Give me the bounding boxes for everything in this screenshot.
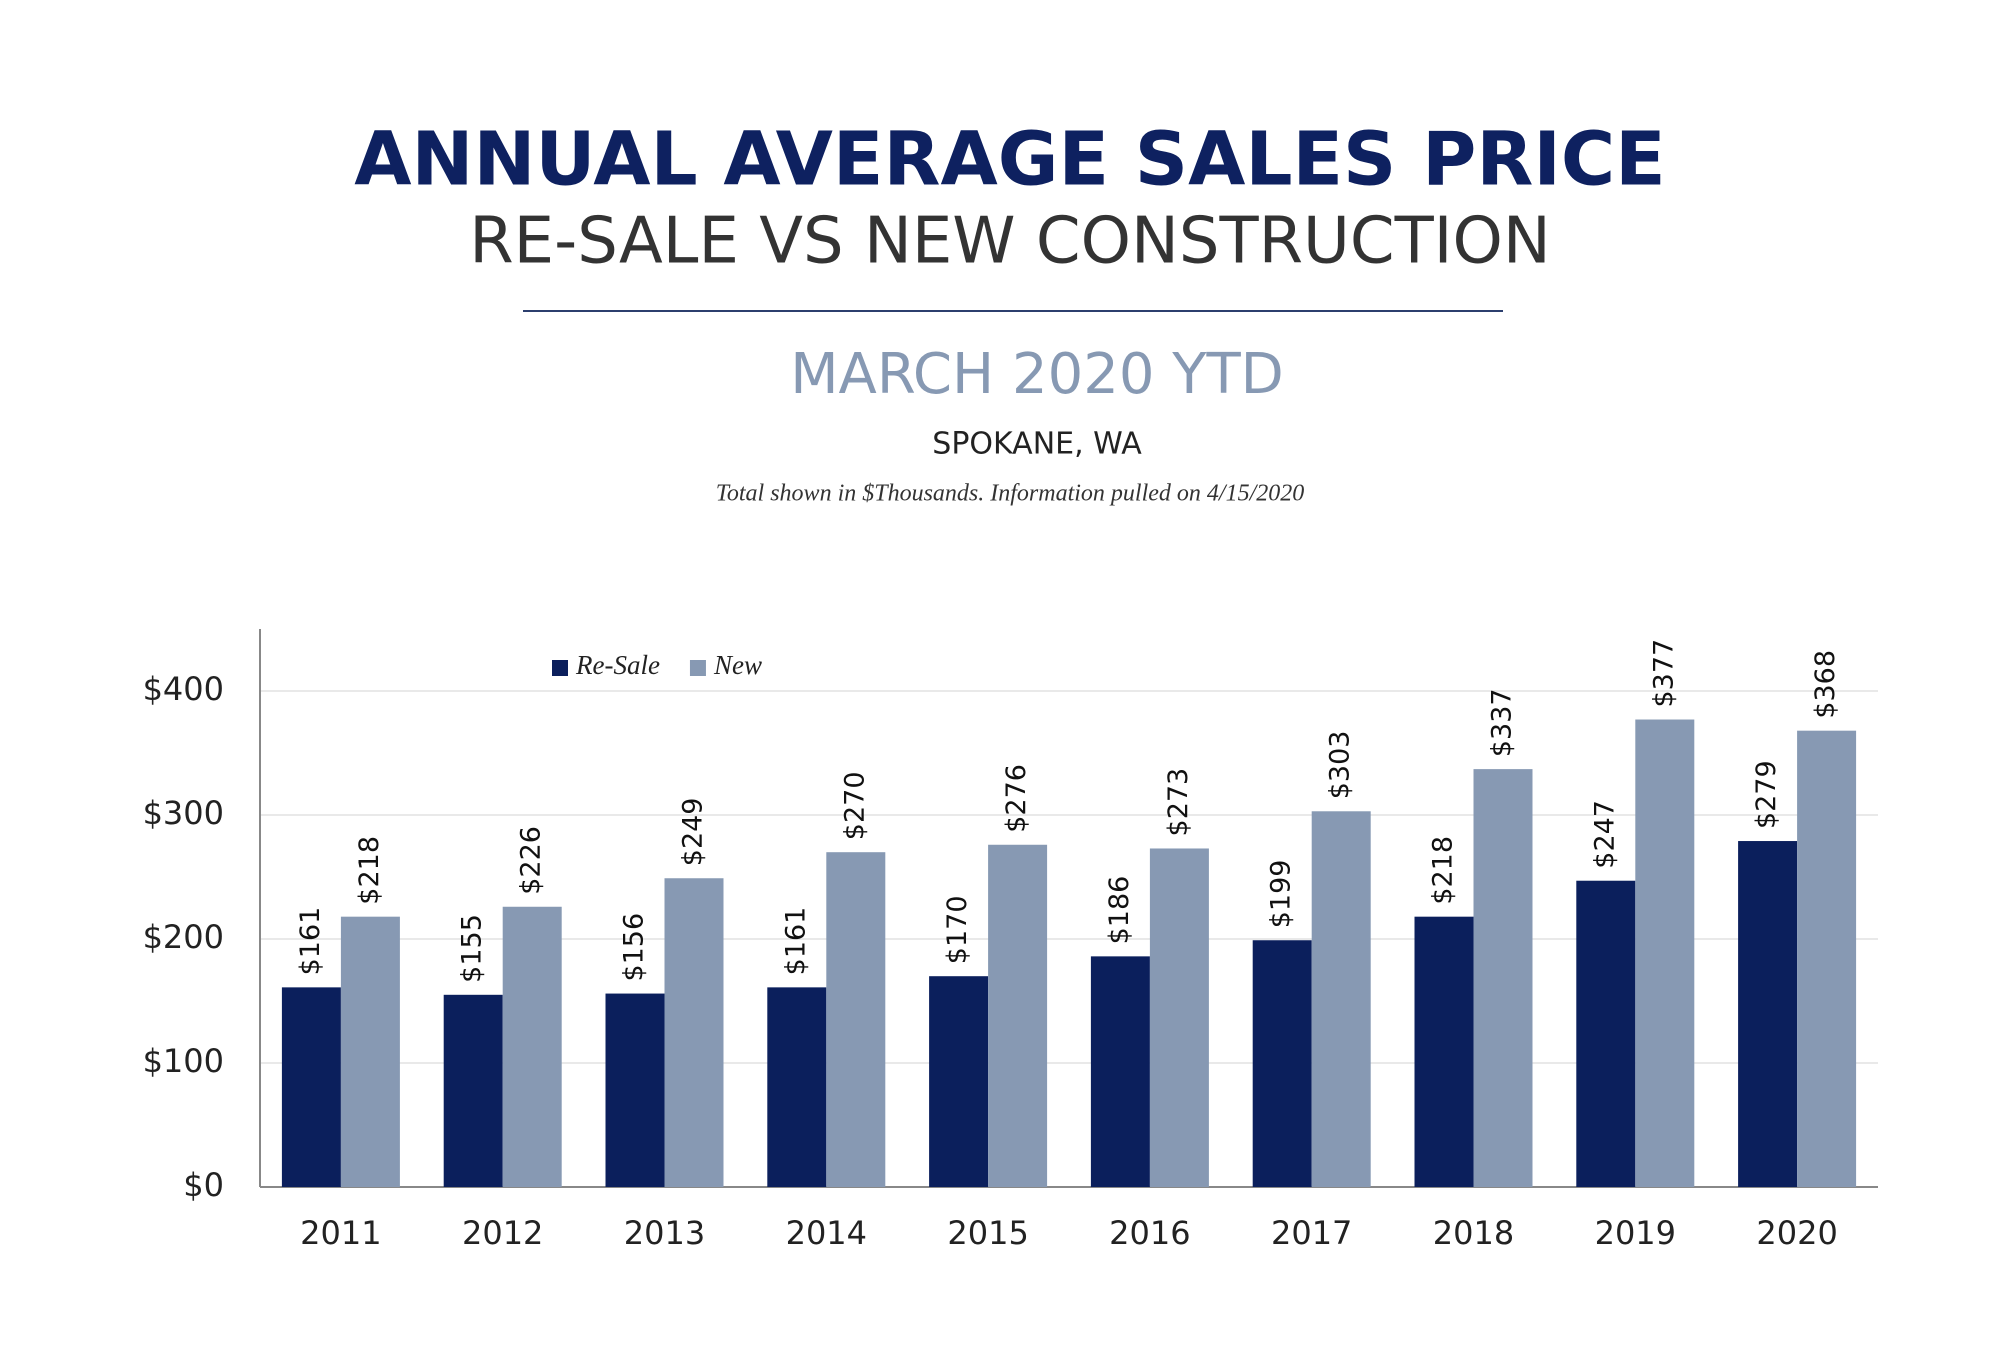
y-tick-label: $0 [183, 1166, 224, 1204]
chart-title: ANNUAL AVERAGE SALES PRICE [354, 117, 1665, 203]
value-label: $337 [1487, 688, 1518, 757]
bar [1797, 730, 1857, 1187]
legend-swatch [552, 660, 568, 676]
value-label: $186 [1104, 876, 1135, 945]
y-tick-label: $300 [143, 794, 224, 832]
legend-label: New [713, 650, 762, 680]
value-label: $273 [1163, 768, 1194, 837]
y-tick-label: $100 [143, 1042, 224, 1080]
bar [664, 878, 724, 1187]
value-label: $218 [1428, 836, 1459, 905]
value-label: $155 [457, 914, 488, 983]
bar [1635, 719, 1695, 1187]
value-label: $249 [678, 798, 709, 867]
value-label: $161 [780, 907, 811, 976]
note: Total shown in $Thousands. Information p… [716, 481, 1305, 507]
x-tick-label: 2020 [1756, 1214, 1837, 1252]
value-label: $279 [1751, 760, 1782, 829]
bar [1473, 769, 1533, 1187]
period: MARCH 2020 YTD [790, 342, 1284, 407]
value-label: $303 [1325, 731, 1356, 800]
value-label: $270 [839, 771, 870, 840]
value-label: $218 [354, 836, 385, 905]
bar [1090, 956, 1150, 1187]
x-tick-label: 2015 [947, 1214, 1028, 1252]
location: SPOKANE, WA [932, 427, 1142, 462]
value-label: $156 [619, 913, 650, 982]
legend-label: Re-Sale [575, 650, 660, 680]
bar [1414, 916, 1474, 1187]
bar [502, 906, 562, 1187]
value-label: $368 [1810, 650, 1841, 719]
x-tick-label: 2012 [462, 1214, 543, 1252]
chart-subtitle: RE-SALE VS NEW CONSTRUCTION [469, 205, 1551, 279]
bar [281, 987, 341, 1187]
value-label: $161 [295, 907, 326, 976]
x-tick-label: 2016 [1109, 1214, 1190, 1252]
bar [340, 916, 400, 1187]
bar [1252, 940, 1312, 1187]
value-label: $199 [1266, 860, 1297, 929]
legend-swatch [689, 660, 706, 676]
x-tick-label: 2014 [786, 1214, 867, 1252]
x-tick-label: 2013 [624, 1214, 705, 1252]
value-label: $247 [1589, 800, 1620, 869]
bar [1576, 880, 1636, 1187]
x-tick-label: 2011 [300, 1214, 381, 1252]
bar [767, 987, 827, 1187]
value-label: $226 [516, 826, 547, 895]
bar [605, 993, 665, 1187]
value-label: $377 [1648, 639, 1679, 708]
bar [1738, 841, 1798, 1187]
value-label: $276 [1001, 764, 1032, 833]
bar [1149, 848, 1209, 1187]
x-tick-label: 2017 [1271, 1214, 1352, 1252]
bar [443, 994, 503, 1187]
x-tick-label: 2019 [1595, 1214, 1676, 1252]
bar [929, 976, 989, 1187]
x-tick-label: 2018 [1433, 1214, 1514, 1252]
bar [988, 844, 1048, 1187]
y-tick-label: $400 [143, 670, 224, 708]
bar [1311, 811, 1371, 1187]
value-label: $170 [942, 895, 973, 964]
y-tick-label: $200 [143, 918, 224, 956]
bar [826, 852, 886, 1187]
